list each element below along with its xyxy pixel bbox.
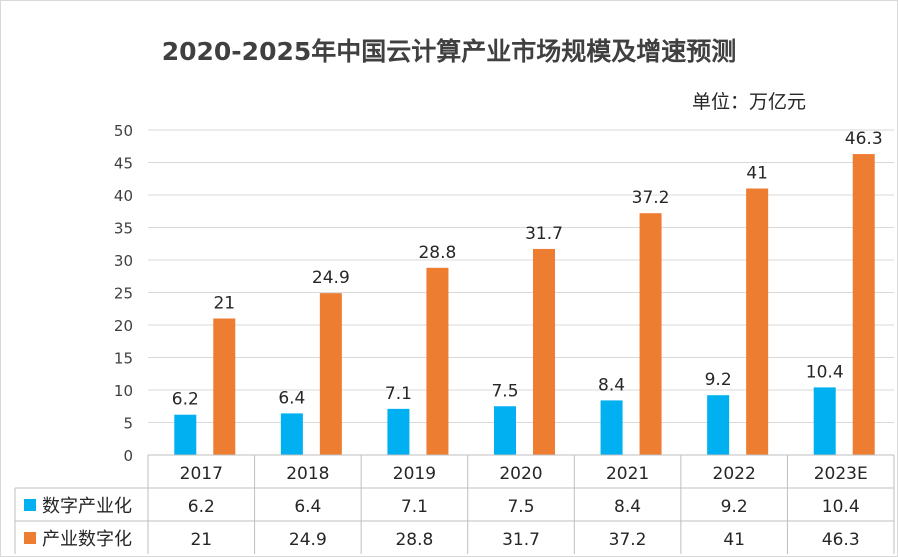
y-tick-label: 10 xyxy=(114,382,133,400)
bar xyxy=(280,413,303,455)
bar xyxy=(852,154,875,456)
y-tick-label: 20 xyxy=(114,317,133,335)
legend-swatch xyxy=(24,532,36,544)
y-tick-label: 15 xyxy=(114,350,133,368)
table-cell: 41 xyxy=(723,530,745,550)
table-cell: 24.9 xyxy=(289,530,327,550)
table-cell: 6.2 xyxy=(188,497,215,517)
x-category-label: 2018 xyxy=(286,464,329,484)
x-category-label: 2023E xyxy=(814,464,868,484)
bar xyxy=(494,406,516,455)
data-label: 46.3 xyxy=(845,129,883,149)
data-label: 9.2 xyxy=(705,370,732,390)
x-category-label: 2017 xyxy=(180,464,223,484)
x-category-label: 2020 xyxy=(499,464,542,484)
table-cell: 8.4 xyxy=(614,497,641,517)
data-label: 6.4 xyxy=(278,388,305,408)
x-category-label: 2022 xyxy=(713,464,756,484)
legend-label: 数字产业化 xyxy=(42,496,132,517)
data-label: 21 xyxy=(213,294,235,314)
table-cell: 7.5 xyxy=(507,497,534,517)
table-cell: 28.8 xyxy=(395,530,433,550)
bar xyxy=(319,293,342,455)
x-category-label: 2021 xyxy=(606,464,649,484)
table-cell: 9.2 xyxy=(721,497,748,517)
data-label: 6.2 xyxy=(172,390,199,410)
y-tick-label: 25 xyxy=(114,285,133,303)
bar xyxy=(174,414,197,455)
legend-label: 产业数字化 xyxy=(42,529,132,550)
y-tick-label: 40 xyxy=(114,187,133,205)
y-tick-label: 45 xyxy=(114,155,133,173)
legend-swatch xyxy=(24,499,36,511)
bar xyxy=(387,408,410,455)
chart-title: 2020-2025年中国云计算产业市场规模及增速预测 xyxy=(161,37,737,66)
bar xyxy=(707,395,730,455)
data-label: 7.1 xyxy=(385,384,412,404)
y-tick-label: 50 xyxy=(114,122,133,140)
data-label: 37.2 xyxy=(632,188,670,208)
unit-label: 单位：万亿元 xyxy=(692,91,807,113)
table-cell: 31.7 xyxy=(502,530,540,550)
bar xyxy=(600,400,623,455)
bar xyxy=(533,248,555,455)
bar xyxy=(639,213,662,455)
bar xyxy=(746,188,769,455)
data-label: 31.7 xyxy=(525,224,563,244)
data-label: 24.9 xyxy=(312,268,350,288)
y-tick-label: 35 xyxy=(114,220,133,238)
table-cell: 7.1 xyxy=(401,497,428,517)
bar xyxy=(813,387,836,455)
table-cell: 37.2 xyxy=(609,530,647,550)
table-cell: 10.4 xyxy=(822,497,860,517)
y-tick-label: 0 xyxy=(123,447,133,465)
data-label: 41 xyxy=(746,164,768,184)
bar xyxy=(213,318,236,455)
data-label: 28.8 xyxy=(418,243,456,263)
y-tick-label: 30 xyxy=(114,252,133,270)
data-label: 8.4 xyxy=(598,375,625,395)
table-cell: 6.4 xyxy=(294,497,321,517)
data-label: 7.5 xyxy=(491,381,518,401)
table-cell: 21 xyxy=(190,530,212,550)
table-cell: 46.3 xyxy=(822,530,860,550)
x-category-label: 2019 xyxy=(393,464,436,484)
bar xyxy=(426,267,449,455)
y-tick-label: 5 xyxy=(123,415,133,433)
data-label: 10.4 xyxy=(806,362,844,382)
